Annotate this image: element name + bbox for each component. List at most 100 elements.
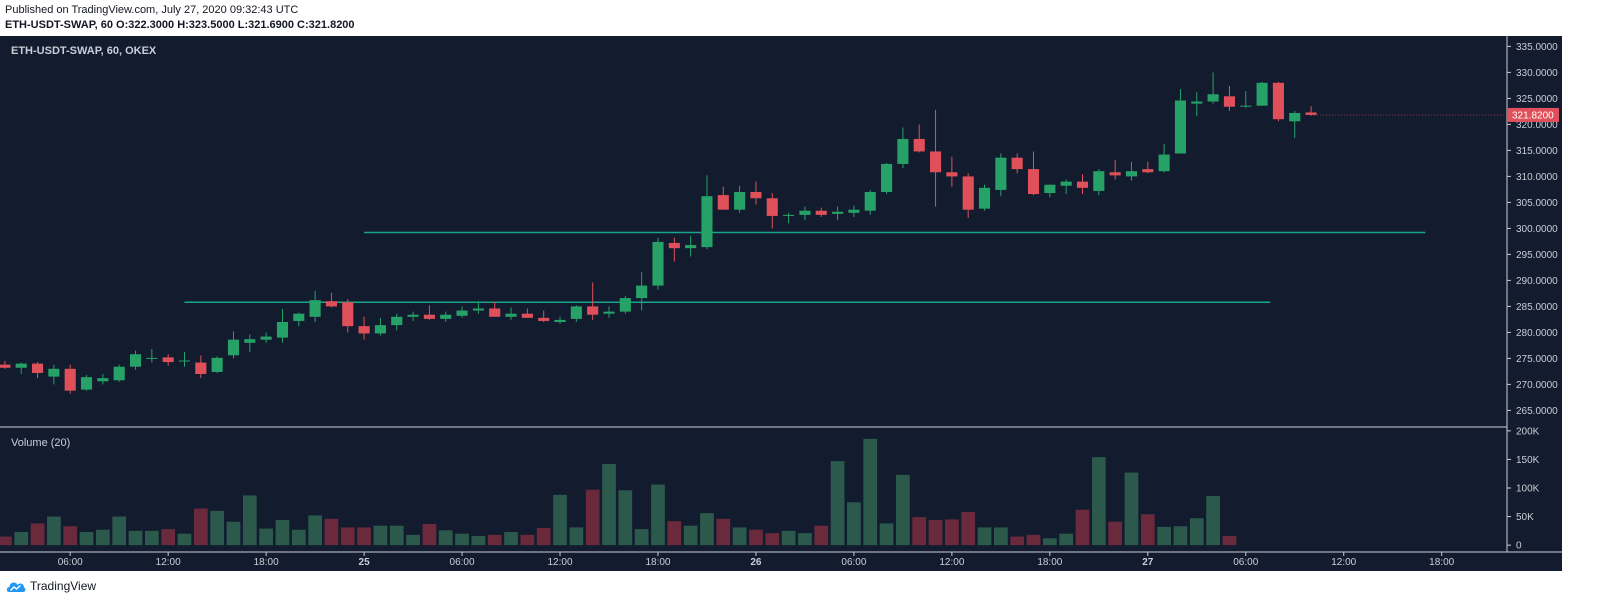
candle[interactable] <box>113 364 125 382</box>
candle[interactable] <box>1174 89 1187 154</box>
candle[interactable] <box>505 307 517 320</box>
candle[interactable] <box>1125 161 1138 181</box>
volume-bar[interactable] <box>308 515 322 546</box>
candle[interactable] <box>162 354 174 366</box>
candle[interactable] <box>1158 144 1170 173</box>
candle[interactable] <box>750 181 762 205</box>
volume-bar[interactable] <box>455 533 469 546</box>
volume-bar[interactable] <box>161 529 176 546</box>
volume-bar[interactable] <box>1108 521 1123 546</box>
volume-bar[interactable] <box>259 528 273 546</box>
candle[interactable] <box>913 124 925 153</box>
volume-bar[interactable] <box>993 527 1008 546</box>
volume-bar[interactable] <box>112 516 127 546</box>
candle[interactable] <box>832 206 844 221</box>
candle[interactable] <box>1207 72 1219 104</box>
volume-bar[interactable] <box>275 520 290 546</box>
volume-bar[interactable] <box>47 516 61 546</box>
candle[interactable] <box>358 316 370 340</box>
candle[interactable] <box>374 317 386 336</box>
candle[interactable] <box>129 350 142 370</box>
volume-bar[interactable] <box>242 495 257 546</box>
volume-bar[interactable] <box>14 532 29 546</box>
volume-bar[interactable] <box>553 494 567 546</box>
volume-bar[interactable] <box>30 523 45 546</box>
candle[interactable] <box>1305 106 1317 116</box>
volume-bar[interactable] <box>945 519 959 546</box>
candle[interactable] <box>717 186 729 210</box>
volume-bar[interactable] <box>700 513 714 546</box>
candle[interactable] <box>1109 159 1121 180</box>
volume-bar[interactable] <box>847 502 861 546</box>
volume-bar[interactable] <box>749 529 763 546</box>
volume-bar[interactable] <box>928 520 943 546</box>
candle[interactable] <box>1240 91 1252 108</box>
candle[interactable] <box>276 309 289 343</box>
volume-bar[interactable] <box>798 533 812 546</box>
candle[interactable] <box>603 306 615 318</box>
candle[interactable] <box>407 311 419 321</box>
candle[interactable] <box>195 355 207 379</box>
volume-bar[interactable] <box>1189 518 1204 546</box>
candle[interactable] <box>1011 153 1023 174</box>
candle[interactable] <box>570 305 582 322</box>
volume-bar[interactable] <box>193 508 208 546</box>
volume-bar[interactable] <box>651 484 665 546</box>
volume-bar[interactable] <box>667 521 682 546</box>
candle[interactable] <box>685 235 697 257</box>
volume-bar[interactable] <box>716 518 731 546</box>
candle[interactable] <box>456 306 468 318</box>
volume-bar[interactable] <box>1206 496 1220 546</box>
candle[interactable] <box>1027 151 1040 196</box>
volume-bar[interactable] <box>1010 536 1025 546</box>
volume-bar[interactable] <box>814 525 829 546</box>
volume-bar[interactable] <box>602 464 616 546</box>
volume-bar[interactable] <box>618 490 633 546</box>
candle[interactable] <box>783 212 795 224</box>
candle[interactable] <box>1272 81 1284 122</box>
candle[interactable] <box>881 162 893 195</box>
candle[interactable] <box>1256 81 1268 106</box>
candle[interactable] <box>244 334 256 353</box>
candle[interactable] <box>978 184 991 211</box>
candle[interactable] <box>325 292 337 308</box>
candle[interactable] <box>929 109 942 207</box>
candle[interactable] <box>472 301 484 314</box>
volume-bar[interactable] <box>471 536 486 546</box>
volume-bar[interactable] <box>1026 534 1041 546</box>
volume-bar[interactable] <box>324 518 339 546</box>
candle[interactable] <box>342 299 354 333</box>
volume-bar[interactable] <box>765 533 780 546</box>
candle[interactable] <box>652 237 664 290</box>
candle[interactable] <box>64 364 76 394</box>
volume-bar[interactable] <box>879 523 894 546</box>
volume-bar[interactable] <box>896 474 910 546</box>
volume-bar[interactable] <box>781 530 796 546</box>
volume-bar[interactable] <box>373 525 388 546</box>
volume-bar[interactable] <box>1124 472 1139 546</box>
price-chart[interactable]: 265.0000 270.0000 275.0000 280.0000 285.0000… <box>0 36 1600 572</box>
candle[interactable] <box>864 189 876 215</box>
volume-bar[interactable] <box>1157 526 1171 546</box>
candle[interactable] <box>766 193 778 229</box>
candle[interactable] <box>440 311 452 322</box>
volume-bar[interactable] <box>504 532 518 546</box>
candle[interactable] <box>701 175 713 250</box>
candle[interactable] <box>587 282 599 320</box>
volume-bar[interactable] <box>210 510 225 546</box>
volume-bar[interactable] <box>177 533 192 546</box>
volume-bar[interactable] <box>291 529 306 546</box>
candle[interactable] <box>48 364 60 385</box>
volume-bar[interactable] <box>79 532 94 546</box>
volume-bar[interactable] <box>1140 514 1155 546</box>
candle[interactable] <box>897 127 909 169</box>
volume-bar[interactable] <box>536 528 551 546</box>
candle[interactable] <box>815 207 827 217</box>
volume-bar[interactable] <box>96 529 110 546</box>
volume-bar[interactable] <box>144 530 159 546</box>
candle[interactable] <box>554 316 566 325</box>
candle[interactable] <box>1191 92 1203 117</box>
candle[interactable] <box>1044 184 1056 198</box>
volume-bar[interactable] <box>1075 509 1090 546</box>
candle[interactable] <box>97 374 109 385</box>
